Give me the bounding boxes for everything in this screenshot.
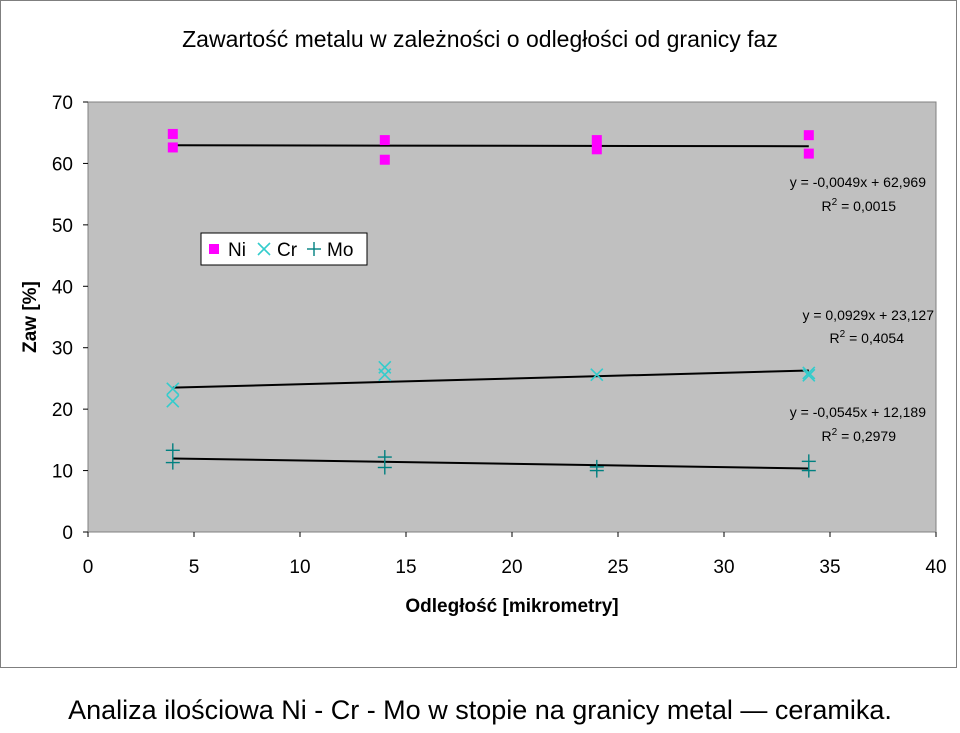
legend-label-mo: Mo (327, 240, 353, 261)
chart-title: Zawartość metalu w zależności o odległoś… (182, 26, 778, 52)
x-tick-label: 5 (189, 557, 200, 578)
y-tick-label: 40 (52, 277, 73, 298)
point-ni (379, 154, 390, 165)
point-cr (166, 394, 180, 408)
point-ni (803, 148, 814, 159)
point-ni (167, 142, 178, 153)
chart-canvas: Zawartość metalu w zależności o odległoś… (20, 26, 947, 617)
x-tick-label: 35 (819, 557, 840, 578)
legend-label-cr: Cr (277, 240, 298, 261)
trendline (172, 369, 809, 389)
x-tick-label: 15 (395, 557, 416, 578)
trendline-r2: R2 = 0,0015 (822, 197, 897, 214)
trendline-equation: y = 0,0929x + 23,127 (802, 307, 934, 323)
y-tick-label: 20 (52, 400, 73, 421)
x-tick-label: 0 (83, 557, 94, 578)
legend-marker-mo (307, 242, 321, 256)
trendline-equation: y = -0,0049x + 62,969 (790, 174, 926, 190)
point-cr (166, 382, 180, 396)
point-cr-stroke (802, 368, 816, 382)
x-tick-label: 40 (925, 557, 946, 578)
point-cr-stroke (378, 368, 392, 382)
y-tick-label: 60 (52, 154, 73, 175)
point-cr (802, 366, 816, 380)
figure-caption: Analiza ilościowa Ni - Cr - Mo w stopie … (68, 695, 892, 725)
point-cr-stroke (802, 366, 816, 380)
legend-label-ni: Ni (228, 240, 246, 261)
legend-box (200, 232, 368, 266)
point-ni (591, 144, 602, 155)
point-cr-stroke (166, 394, 180, 408)
point-mo (589, 463, 604, 478)
point-ni (803, 130, 814, 141)
point-cr-stroke (166, 382, 180, 396)
point-cr (802, 368, 816, 382)
x-tick-label: 25 (607, 557, 628, 578)
x-axis-label: Odległość [mikrometry] (405, 596, 618, 617)
trendline (172, 144, 809, 148)
x-tick-label: 10 (289, 557, 310, 578)
x-tick-label: 30 (713, 557, 734, 578)
trendline-r2: R2 = 0,2979 (822, 427, 897, 444)
point-ni (591, 135, 602, 146)
trendline (172, 457, 809, 470)
point-ni (167, 128, 178, 139)
legend-marker-ni (209, 244, 219, 254)
legend-marker-cr-stroke (257, 242, 271, 256)
point-mo (165, 455, 180, 470)
point-cr (590, 368, 604, 382)
y-tick-label: 10 (52, 462, 73, 483)
y-tick-label: 50 (52, 216, 73, 237)
trendline-equation: y = -0,0545x + 12,189 (790, 404, 926, 420)
point-mo (377, 460, 392, 475)
y-tick-label: 70 (52, 93, 73, 114)
point-cr (378, 368, 392, 382)
y-axis-label: Zaw [%] (20, 281, 41, 353)
y-tick-label: 30 (52, 339, 73, 360)
point-ni (379, 135, 390, 146)
legend: Ni Cr Mo (200, 232, 368, 266)
trendline-r2: R2 = 0,4054 (830, 329, 905, 346)
point-cr-stroke (590, 368, 604, 382)
point-mo (801, 463, 816, 478)
y-tick-label: 0 (62, 523, 73, 544)
legend-marker-cr (257, 242, 271, 256)
point-mo (165, 443, 180, 458)
x-tick-label: 20 (501, 557, 522, 578)
